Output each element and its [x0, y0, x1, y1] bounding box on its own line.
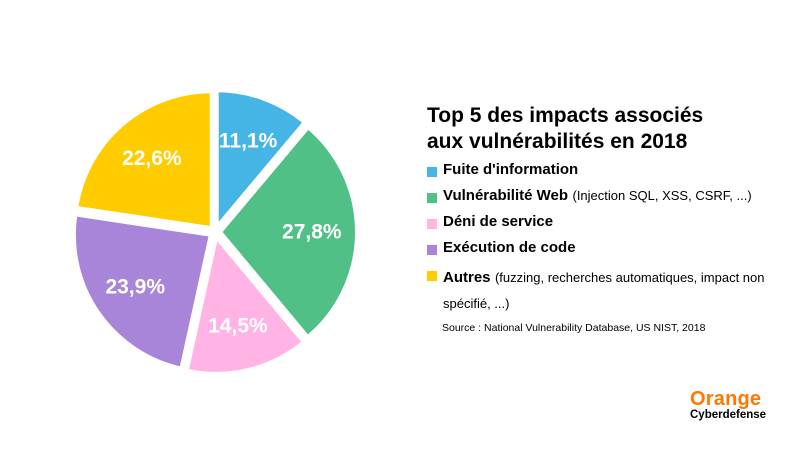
pie-slice-fuite-label: 11,1% — [219, 130, 278, 153]
legend-item-deni: Déni de service — [427, 213, 797, 239]
legend-label-autres: Autres — [443, 269, 491, 286]
logo-line-2: Cyberdefense — [690, 409, 767, 421]
legend-item-execution: Exécution de code — [427, 239, 797, 265]
legend-label-web: Vulnérabilité Web — [443, 187, 569, 204]
chart-title-line-2: aux vulnérabilités en 2018 — [427, 130, 688, 153]
pie-slice-web — [218, 125, 359, 340]
source-note: Source : National Vulnerability Database… — [442, 322, 706, 334]
orange-cyberdefense-logo: Orange Cyberdefense — [690, 389, 766, 422]
legend-swatch-fuite — [427, 167, 437, 177]
legend-note-web: (Injection SQL, XSS, CSRF, ...) — [572, 188, 752, 203]
legend-swatch-execution — [427, 245, 437, 255]
pie-slice-deni — [184, 234, 306, 376]
pie-slice-autres-label: 22,6% — [122, 147, 182, 170]
legend-note-autres: (fuzzing, recherches automatiques, impac… — [443, 270, 765, 311]
chart-title-line-1: Top 5 des impacts associés — [427, 104, 704, 127]
pie-slice-execution — [71, 212, 213, 371]
legend-label-fuite: Fuite d'information — [443, 161, 579, 178]
legend: Fuite d'information Vulnérabilité Web (I… — [427, 161, 797, 317]
pie-slice-web-label: 27,8% — [282, 221, 342, 244]
legend-swatch-deni — [427, 219, 437, 229]
legend-item-web: Vulnérabilité Web (Injection SQL, XSS, C… — [427, 187, 797, 213]
chart-title: Top 5 des impacts associés aux vulnérabi… — [427, 103, 787, 155]
pie-slice-execution-label: 23,9% — [105, 275, 165, 298]
legend-swatch-web — [427, 193, 437, 203]
pie-slice-autres — [74, 89, 214, 231]
pie-slice-deni-label: 14,5% — [208, 315, 268, 338]
legend-label-deni: Déni de service — [443, 213, 554, 230]
legend-swatch-autres — [427, 271, 437, 281]
legend-item-fuite: Fuite d'information — [427, 161, 797, 187]
pie-slice-fuite — [214, 88, 307, 230]
legend-item-autres: Autres (fuzzing, recherches automatiques… — [427, 265, 773, 317]
logo-line-1: Orange — [690, 388, 762, 410]
legend-label-execution: Exécution de code — [443, 239, 576, 256]
